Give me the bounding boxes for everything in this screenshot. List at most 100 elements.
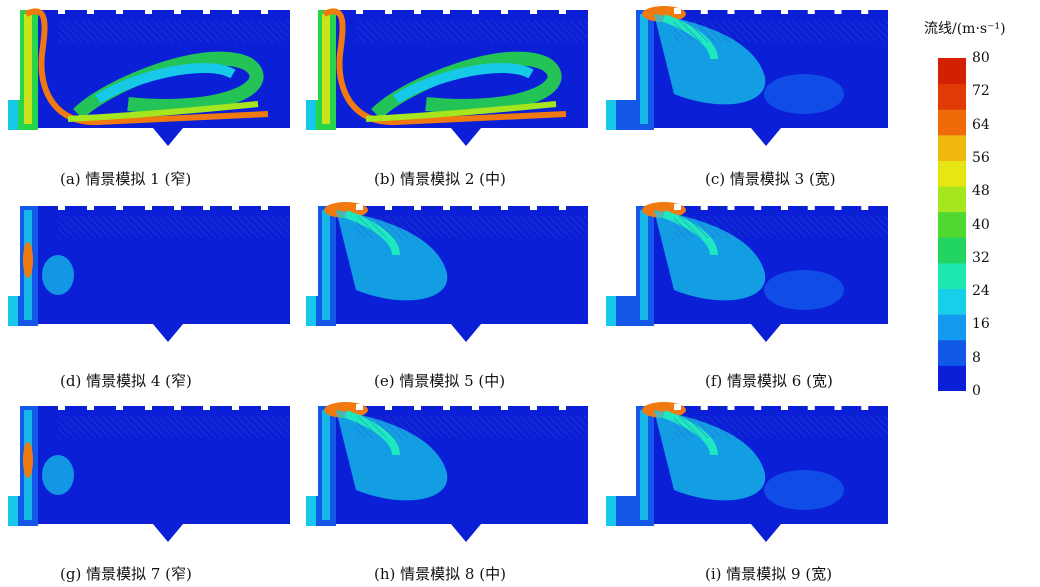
top-notch bbox=[232, 404, 239, 410]
top-notch bbox=[116, 8, 123, 14]
filter-hatch bbox=[356, 20, 588, 42]
flow-hot-core bbox=[23, 242, 33, 278]
top-notch bbox=[781, 404, 788, 410]
flow-lime-core bbox=[67, 101, 259, 122]
outlet-cap bbox=[306, 296, 316, 326]
color-scale-tick: 72 bbox=[972, 83, 990, 100]
panel-caption: (h) 情景模拟 8 (中) bbox=[374, 565, 506, 583]
contour-panel bbox=[8, 4, 308, 159]
duct-inner bbox=[640, 410, 648, 520]
outlet-cap bbox=[606, 100, 616, 130]
filter-hatch bbox=[58, 20, 290, 42]
duct-inner bbox=[640, 14, 648, 124]
outlet-cap bbox=[606, 296, 616, 326]
top-notch bbox=[443, 204, 450, 210]
flow-lime-core bbox=[365, 101, 557, 122]
flow-side-zone bbox=[764, 74, 844, 114]
contour-panel bbox=[306, 4, 606, 159]
top-notch bbox=[781, 204, 788, 210]
panel-caption: (c) 情景模拟 3 (宽) bbox=[705, 170, 836, 188]
color-scale-tick: 16 bbox=[972, 316, 990, 333]
top-notch bbox=[807, 8, 815, 14]
top-notch bbox=[116, 204, 123, 210]
color-scale-tick: 24 bbox=[972, 283, 990, 300]
duct-inner bbox=[322, 410, 330, 520]
color-scale-bar bbox=[938, 58, 966, 392]
color-scale-svg bbox=[938, 58, 966, 392]
duct-inner bbox=[322, 210, 330, 320]
flow-side-zone bbox=[764, 270, 844, 310]
top-notch bbox=[559, 404, 566, 410]
top-notch bbox=[781, 8, 788, 14]
top-notch bbox=[443, 404, 450, 410]
top-notch bbox=[807, 404, 815, 410]
top-notch bbox=[700, 404, 708, 410]
top-notch bbox=[356, 8, 363, 14]
top-notch bbox=[116, 404, 123, 410]
top-notch bbox=[861, 8, 869, 14]
top-notch bbox=[87, 204, 94, 210]
top-notch bbox=[443, 8, 450, 14]
color-scale-tick: 0 bbox=[972, 383, 981, 399]
top-notch bbox=[356, 204, 363, 210]
filter-hatch bbox=[356, 216, 588, 238]
top-notch bbox=[834, 204, 842, 210]
top-notch bbox=[174, 8, 181, 14]
top-notch bbox=[754, 8, 762, 14]
top-notch bbox=[87, 404, 94, 410]
flow-cyan-loop bbox=[95, 63, 236, 104]
panel-caption: (i) 情景模拟 9 (宽) bbox=[705, 565, 833, 583]
top-notch bbox=[145, 404, 152, 410]
top-notch bbox=[501, 404, 508, 410]
top-notch bbox=[261, 204, 268, 210]
top-notch bbox=[861, 204, 869, 210]
top-notch bbox=[700, 8, 708, 14]
top-notch bbox=[385, 404, 392, 410]
top-notch bbox=[203, 404, 210, 410]
color-scale-step bbox=[938, 109, 966, 136]
top-notch bbox=[727, 204, 735, 210]
color-scale-step bbox=[938, 262, 966, 290]
duct-inner bbox=[24, 14, 32, 124]
top-notch bbox=[501, 204, 508, 210]
panel-caption: (g) 情景模拟 7 (窄) bbox=[60, 565, 192, 583]
top-notch bbox=[414, 204, 421, 210]
outlet-cap bbox=[8, 496, 18, 526]
color-scale-step bbox=[938, 186, 966, 213]
top-notch bbox=[58, 8, 65, 14]
top-notch bbox=[261, 404, 268, 410]
top-notch bbox=[674, 404, 681, 410]
panel-caption: (b) 情景模拟 2 (中) bbox=[374, 170, 506, 188]
vessel-body bbox=[38, 406, 290, 542]
top-notch bbox=[145, 8, 152, 14]
filter-hatch bbox=[674, 20, 888, 42]
color-scale-step bbox=[938, 314, 966, 341]
top-notch bbox=[674, 8, 681, 14]
flow-side-zone bbox=[764, 470, 844, 510]
legend-title: 流线/(m·s⁻¹) bbox=[924, 21, 1006, 37]
top-notch bbox=[674, 204, 681, 210]
top-notch bbox=[203, 8, 210, 14]
top-notch bbox=[385, 8, 392, 14]
top-notch bbox=[232, 204, 239, 210]
outlet-cap bbox=[306, 100, 316, 130]
filter-hatch bbox=[356, 416, 588, 438]
top-notch bbox=[414, 8, 421, 14]
duct-inner bbox=[322, 14, 330, 124]
color-scale-tick: 8 bbox=[972, 349, 981, 366]
color-scale-tick: 56 bbox=[972, 149, 990, 166]
filter-hatch bbox=[674, 216, 888, 238]
top-notch bbox=[700, 204, 708, 210]
outlet-cap bbox=[8, 296, 18, 326]
filter-hatch bbox=[674, 416, 888, 438]
flow-hot-core bbox=[23, 442, 33, 478]
top-notch bbox=[58, 404, 65, 410]
top-notch bbox=[834, 8, 842, 14]
top-notch bbox=[530, 204, 537, 210]
top-notch bbox=[727, 404, 735, 410]
filter-hatch bbox=[58, 416, 290, 438]
color-scale-step bbox=[938, 288, 966, 315]
top-notch bbox=[87, 8, 94, 14]
top-notch bbox=[472, 8, 479, 14]
contour-panel bbox=[306, 400, 606, 555]
